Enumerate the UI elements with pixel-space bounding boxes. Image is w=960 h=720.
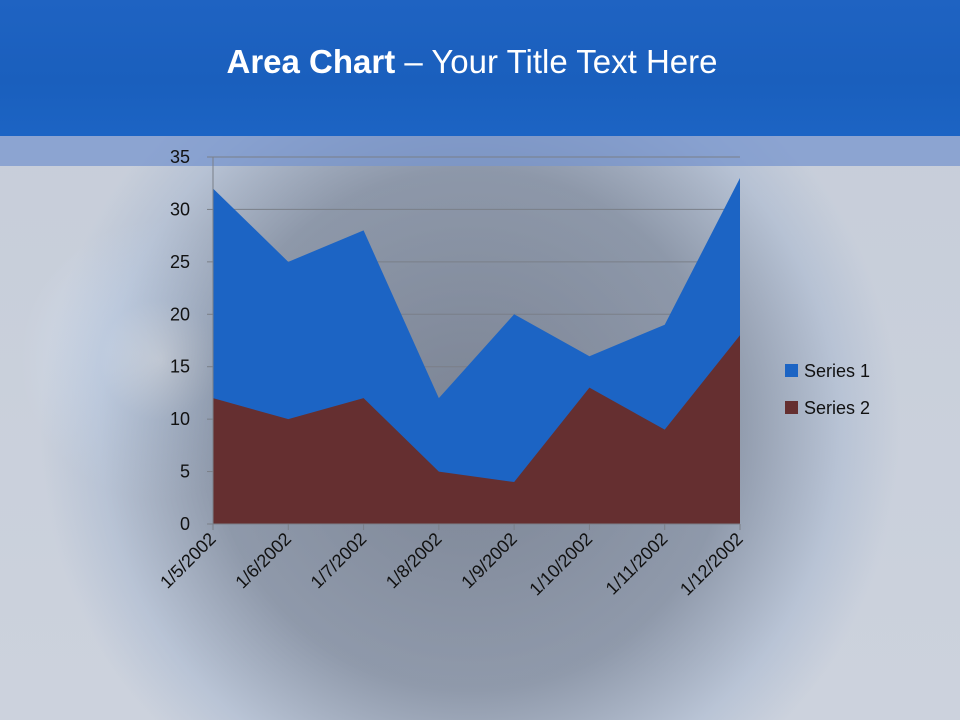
x-tick-label: 1/6/2002 bbox=[231, 529, 295, 593]
x-tick-label: 1/5/2002 bbox=[156, 529, 220, 593]
y-tick-label: 5 bbox=[180, 462, 190, 482]
legend-swatch-series-1 bbox=[785, 364, 798, 377]
slide-title-rest: – Your Title Text Here bbox=[395, 43, 718, 80]
x-tick-label: 1/12/2002 bbox=[676, 529, 747, 600]
legend: Series 1 Series 2 bbox=[785, 361, 870, 418]
y-tick-label: 25 bbox=[170, 252, 190, 272]
header-band bbox=[0, 136, 960, 166]
x-tick-label: 1/10/2002 bbox=[525, 529, 596, 600]
legend-label-series-2: Series 2 bbox=[804, 398, 870, 418]
legend-swatch-series-2 bbox=[785, 401, 798, 414]
x-tick-label: 1/7/2002 bbox=[307, 529, 371, 593]
slide-title-bold: Area Chart bbox=[226, 43, 396, 80]
y-tick-label: 30 bbox=[170, 199, 190, 219]
y-tick-label: 10 bbox=[170, 409, 190, 429]
legend-label-series-1: Series 1 bbox=[804, 361, 870, 381]
x-tick-labels: 1/5/2002 1/6/2002 1/7/2002 1/8/2002 1/9/2002… bbox=[156, 529, 747, 600]
x-tick-label: 1/8/2002 bbox=[382, 529, 446, 593]
slide-title: Area Chart – Your Title Text Here bbox=[0, 40, 944, 84]
y-tick-label: 20 bbox=[170, 304, 190, 324]
y-tick-label: 35 bbox=[170, 147, 190, 167]
y-tick-label: 15 bbox=[170, 357, 190, 377]
x-tick-label: 1/9/2002 bbox=[457, 529, 521, 593]
area-series-2 bbox=[213, 335, 740, 524]
y-tick-label: 0 bbox=[180, 514, 190, 534]
x-tick-label: 1/11/2002 bbox=[602, 529, 672, 599]
header-bar bbox=[0, 0, 960, 136]
area-series bbox=[213, 177, 740, 524]
y-tick-labels: 0 5 10 15 20 25 30 35 bbox=[170, 147, 190, 534]
axes bbox=[207, 156, 741, 530]
